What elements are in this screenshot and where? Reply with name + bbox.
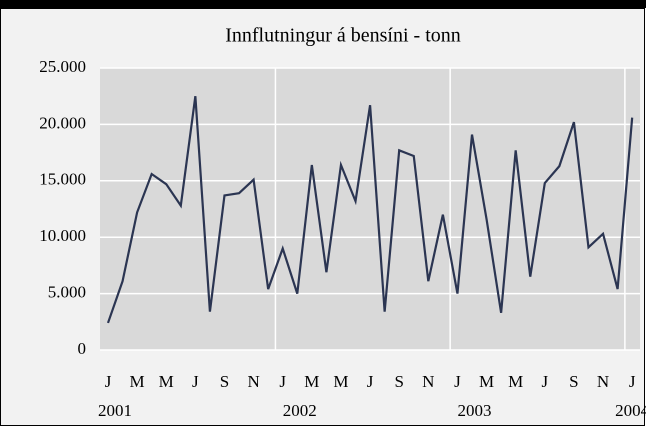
x-tick-label: S xyxy=(394,372,403,391)
x-tick-label: J xyxy=(279,372,286,391)
x-tick-label: S xyxy=(220,372,229,391)
x-tick-label: N xyxy=(247,372,259,391)
x-tick-label: N xyxy=(422,372,434,391)
data-line xyxy=(106,96,634,324)
year-label: 2001 xyxy=(98,401,132,420)
x-tick-label: J xyxy=(367,372,374,391)
year-label: 2003 xyxy=(457,401,491,420)
x-tick-label: M xyxy=(479,372,494,391)
y-tick-label: 25.000 xyxy=(39,57,86,76)
x-tick-label: J xyxy=(541,372,548,391)
x-tick-label: J xyxy=(454,372,461,391)
y-tick-label: 10.000 xyxy=(39,226,86,245)
x-tick-label: S xyxy=(569,372,578,391)
year-label: 2002 xyxy=(283,401,317,420)
x-tick-label: M xyxy=(508,372,523,391)
year-label: 2004 xyxy=(615,401,646,420)
chart-title: Innflutningur á bensíni - tonn xyxy=(225,25,461,47)
x-tick-label: J xyxy=(629,372,636,391)
x-tick-label: J xyxy=(105,372,112,391)
x-tick-label: M xyxy=(304,372,319,391)
y-tick-label: 15.000 xyxy=(39,170,86,189)
x-tick-label: M xyxy=(159,372,174,391)
x-tick-label: J xyxy=(192,372,199,391)
top-bar xyxy=(0,0,646,8)
x-tick-label: M xyxy=(130,372,145,391)
y-tick-label: 0 xyxy=(78,339,87,358)
x-tick-label: M xyxy=(333,372,348,391)
x-tick-label: N xyxy=(597,372,609,391)
y-tick-label: 5.000 xyxy=(48,283,86,302)
y-tick-label: 20.000 xyxy=(39,113,86,132)
